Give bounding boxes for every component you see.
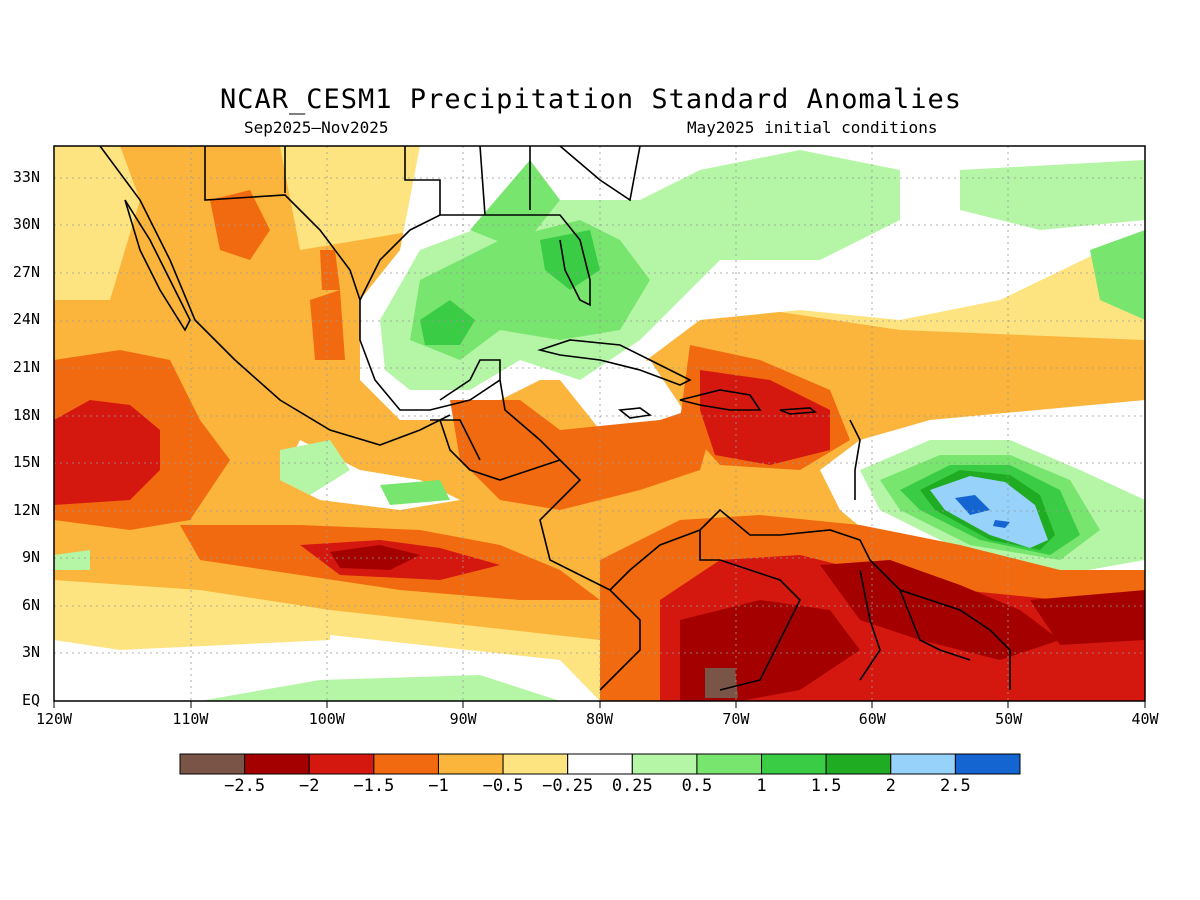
lat-label: EQ bbox=[21, 691, 40, 709]
colorbar-swatch bbox=[954, 753, 1021, 775]
lat-label: 21N bbox=[12, 358, 40, 376]
colorbar-swatch bbox=[825, 753, 892, 775]
colorbar-label: −2 bbox=[298, 776, 320, 796]
colorbar-label: 0.25 bbox=[611, 776, 653, 796]
lon-label: 100W bbox=[308, 710, 345, 728]
colorbar-swatch bbox=[308, 753, 375, 775]
colorbar-label: 2 bbox=[885, 776, 896, 796]
anomaly-field bbox=[54, 146, 1145, 701]
colorbar-label: 1.5 bbox=[810, 776, 842, 796]
colorbar-swatch bbox=[244, 753, 310, 775]
colorbar-swatch bbox=[179, 753, 246, 775]
colorbar-swatch bbox=[567, 753, 633, 775]
colorbar-label: −1 bbox=[428, 776, 449, 796]
colorbar-label: 1 bbox=[756, 776, 767, 796]
colorbar-label: 0.5 bbox=[681, 776, 713, 796]
colorbar-swatch bbox=[373, 753, 439, 775]
lat-label: 6N bbox=[21, 595, 40, 614]
season-label: Sep2025–Nov2025 bbox=[244, 118, 389, 137]
lat-label: 15N bbox=[12, 453, 40, 472]
lat-label: 9N bbox=[21, 548, 40, 567]
init-conditions-label: May2025 initial conditions bbox=[687, 118, 938, 137]
colorbar bbox=[179, 753, 1021, 775]
map-title: NCAR_CESM1 Precipitation Standard Anomal… bbox=[220, 84, 962, 115]
coastlines bbox=[99, 146, 1011, 691]
lon-label: 40W bbox=[1131, 710, 1159, 728]
colorbar-label: −2.5 bbox=[224, 776, 266, 796]
lat-label: 27N bbox=[12, 262, 40, 281]
lon-label: 80W bbox=[585, 710, 614, 728]
colorbar-swatch bbox=[890, 753, 956, 775]
colorbar-swatch bbox=[437, 753, 504, 775]
lon-label: 70W bbox=[722, 710, 750, 728]
lon-label: 90W bbox=[449, 710, 477, 728]
lat-label: 18N bbox=[12, 405, 40, 424]
lat-label: 3N bbox=[21, 643, 40, 662]
colorbar-swatch bbox=[631, 753, 698, 775]
lat-label: 33N bbox=[12, 167, 40, 186]
colorbar-swatch bbox=[502, 753, 569, 775]
lat-label: 24N bbox=[12, 310, 40, 329]
lon-label: 120W bbox=[35, 710, 73, 728]
colorbar-swatch bbox=[696, 753, 763, 775]
lon-label: 60W bbox=[858, 710, 886, 728]
colorbar-label: −0.25 bbox=[542, 776, 594, 796]
colorbar-label: 2.5 bbox=[940, 776, 971, 796]
colorbar-label: −1.5 bbox=[353, 776, 395, 796]
colorbar-label: −0.5 bbox=[482, 776, 524, 796]
lon-label: 110W bbox=[172, 710, 209, 728]
colorbar-swatch bbox=[761, 753, 827, 775]
lat-label: 12N bbox=[12, 500, 40, 519]
lon-label: 50W bbox=[995, 710, 1023, 728]
lat-label: 30N bbox=[12, 215, 40, 234]
